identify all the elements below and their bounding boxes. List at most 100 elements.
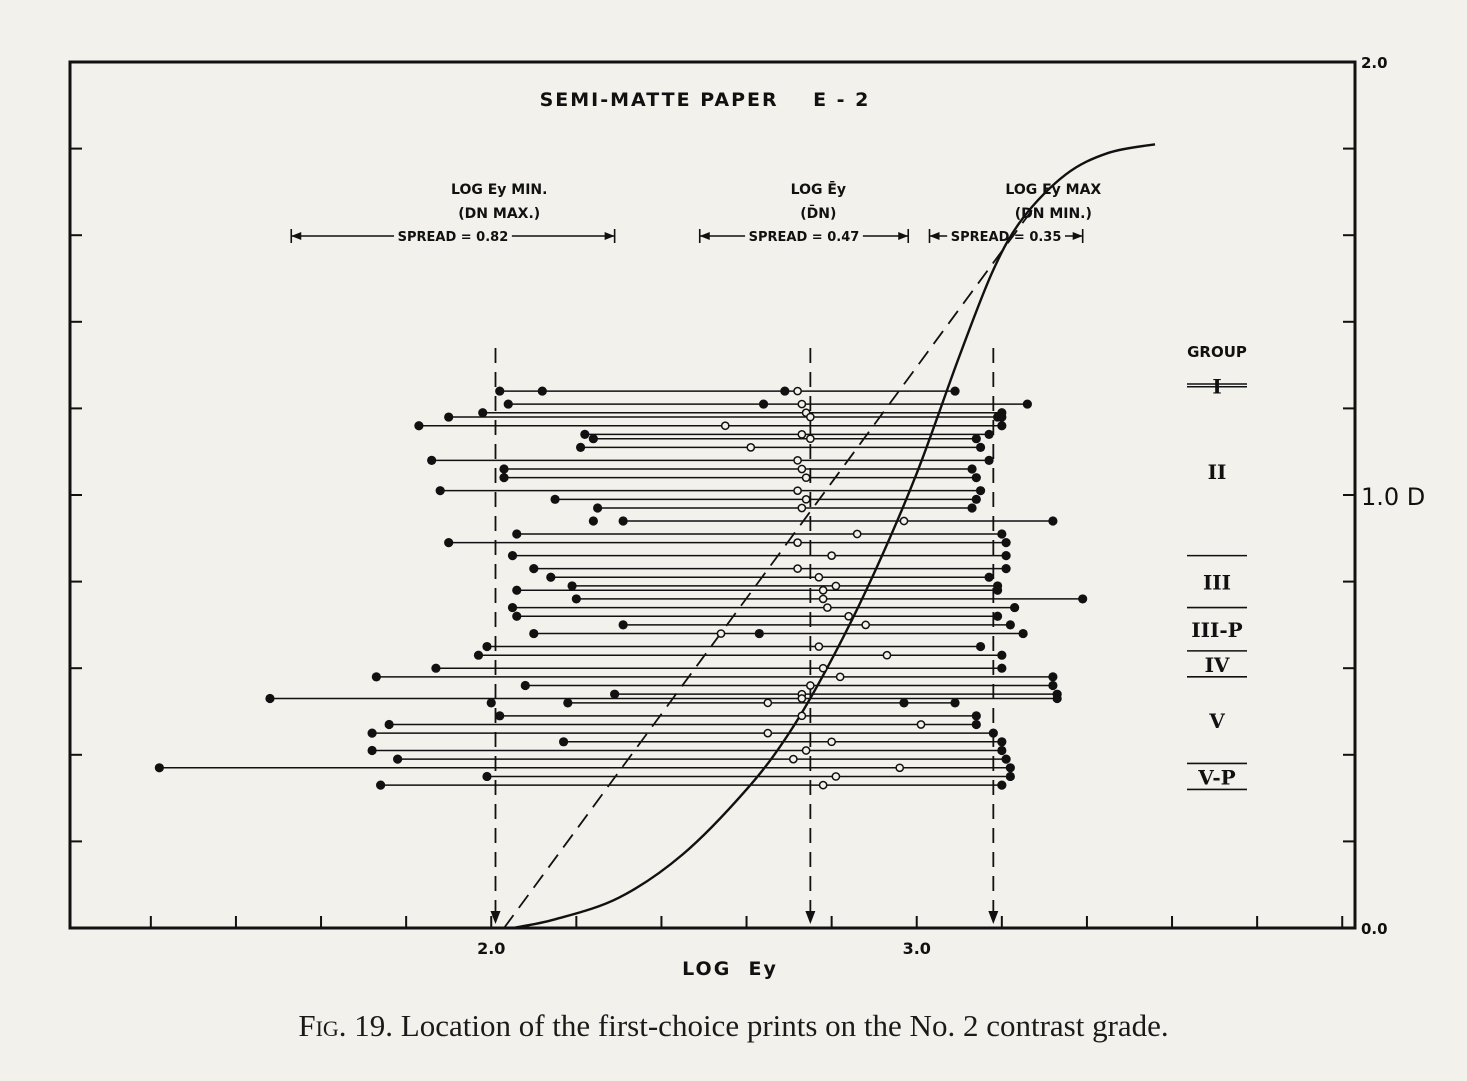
spread-log_ey_min-arrow-left <box>291 232 302 240</box>
print-extra-point <box>758 399 769 409</box>
chart-title: SEMI-MATTE PAPER E - 2 <box>540 89 871 111</box>
print-mean-point <box>882 650 892 660</box>
print-max-point <box>1001 551 1011 561</box>
print-max-point <box>975 641 986 652</box>
ref-sublabel-log_ey_max: (DN MIN.) <box>1015 206 1092 222</box>
print-min-point <box>482 771 492 782</box>
print-min-point <box>265 693 275 704</box>
print-mean-point <box>814 572 824 582</box>
print-mean-point <box>818 780 828 790</box>
print-max-point <box>997 663 1007 673</box>
print-max-point <box>1001 538 1011 548</box>
print-extra-point <box>899 698 909 708</box>
print-min-point <box>618 516 628 526</box>
print-min-point <box>503 399 513 409</box>
y-tick-label: 0.0 <box>1361 920 1388 938</box>
print-max-point <box>1022 399 1032 409</box>
print-max-point <box>997 529 1007 539</box>
group-label: III <box>1203 571 1231 595</box>
print-max-point <box>975 442 986 452</box>
print-mean-point <box>797 464 807 474</box>
print-mean-point <box>844 611 854 621</box>
print-mean-point <box>720 421 730 431</box>
print-min-point <box>610 689 620 699</box>
print-min-point <box>482 641 492 652</box>
print-min-point <box>520 680 530 691</box>
print-min-point <box>593 503 603 513</box>
print-min-point <box>431 663 441 673</box>
print-max-point <box>1018 628 1028 639</box>
print-min-point <box>546 572 556 582</box>
print-mean-point <box>797 711 807 721</box>
print-min-point <box>618 620 628 630</box>
print-min-point <box>499 473 509 483</box>
print-mean-point <box>793 386 802 396</box>
print-extra-point <box>588 516 598 526</box>
print-mean-point <box>852 529 862 539</box>
print-rows <box>154 386 1088 790</box>
print-mean-point <box>827 737 836 747</box>
print-min-point <box>367 728 377 738</box>
print-mean-point <box>899 516 909 526</box>
group-label: IV <box>1205 653 1230 677</box>
spread-bg-log_ey_min <box>394 227 512 245</box>
print-min-point <box>567 581 577 591</box>
print-mean-point <box>895 763 905 773</box>
print-max-point <box>971 434 981 444</box>
print-mean-point <box>818 585 828 595</box>
group-label: V <box>1208 709 1225 733</box>
print-extra-point <box>780 386 790 396</box>
print-min-point <box>507 551 518 561</box>
print-mean-point <box>716 629 726 638</box>
print-max-point <box>1048 672 1058 682</box>
print-min-point <box>558 737 569 747</box>
print-mean-point <box>861 620 871 630</box>
print-max-point <box>971 473 981 483</box>
spread-log_ey_max-arrow-left <box>929 232 940 240</box>
print-extra-point <box>754 628 764 639</box>
print-mean-point <box>797 430 807 439</box>
print-max-point <box>984 429 994 439</box>
print-max-point <box>992 611 1003 621</box>
print-mean-point <box>835 672 845 682</box>
print-max-point <box>975 486 986 496</box>
print-extra-point <box>997 412 1007 422</box>
print-mean-point <box>831 772 841 781</box>
spread-bg-log_ey_mean <box>745 227 863 245</box>
print-max-point <box>997 780 1007 790</box>
group-label: V-P <box>1197 765 1235 789</box>
print-min-point <box>376 780 386 790</box>
print-mean-point <box>797 503 807 513</box>
ref-label-log_ey_max: LOG Ey MAX <box>1005 182 1101 198</box>
print-mean-point <box>793 538 802 547</box>
print-min-point <box>512 529 522 539</box>
print-mean-point <box>763 698 773 708</box>
print-mean-point <box>797 694 807 703</box>
print-extra-point <box>486 698 496 708</box>
print-mean-point <box>806 434 815 444</box>
print-max-point <box>984 572 994 582</box>
print-max-point <box>1048 680 1058 691</box>
spread-label-log_ey_max: SPREAD = 0.35 <box>951 230 1062 245</box>
print-max-point <box>1005 771 1015 782</box>
print-max-point <box>971 494 981 504</box>
group-header: GROUP <box>1187 343 1247 361</box>
print-max-point <box>950 698 960 708</box>
ref-arrow-log_ey_max <box>988 911 999 924</box>
ref-label-log_ey_min: LOG Ey MIN. <box>451 182 547 198</box>
print-mean-point <box>801 746 811 755</box>
axis-ticks: 2.0 3.0 0.0 1.0 D 2.0 <box>70 54 1425 958</box>
plot-frame <box>68 60 1357 930</box>
print-mean-point <box>797 399 807 409</box>
print-max-point <box>1048 516 1058 526</box>
print-min-point <box>550 494 560 504</box>
print-max-point <box>1078 594 1088 604</box>
print-mean-point <box>788 754 798 764</box>
spread-label-log_ey_min: SPREAD = 0.82 <box>398 230 509 245</box>
ref-label-log_ey_mean: LOG Ēy <box>791 180 846 198</box>
print-min-point <box>384 719 394 730</box>
print-min-point <box>571 594 581 604</box>
print-mean-point <box>793 456 802 465</box>
print-mean-point <box>793 486 802 496</box>
